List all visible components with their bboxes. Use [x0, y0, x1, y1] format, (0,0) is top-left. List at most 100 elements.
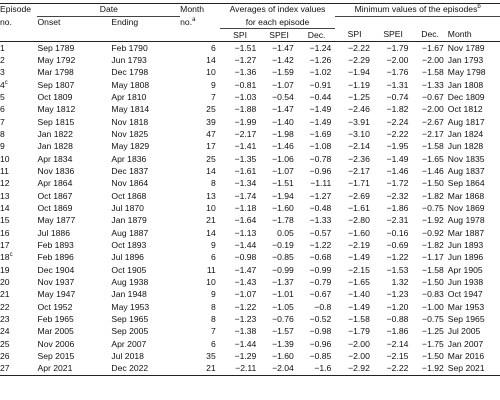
cell-min-dec: −1.92 [422, 215, 444, 226]
cell-avg-dec: −1.11 [310, 178, 332, 189]
cell-min-dec: −0.67 [422, 91, 444, 102]
cell-episode-no: 9 [0, 141, 5, 152]
cell-episode-no: 4c [0, 79, 8, 90]
table-body: 1 Sep 1789 Feb 1790 6 −1.51 −1.47 −1.24 −2.22 −1… [0, 40, 500, 376]
cell-onset: May 1947 [37, 289, 76, 300]
cell-min-spei: −2.31 [386, 215, 409, 226]
header-spacer-left [0, 28, 220, 41]
cell-episode-no: 24 [0, 326, 10, 337]
cell-avg-dec: −0.98 [309, 326, 332, 337]
cell-episode-no: 17 [0, 240, 10, 250]
header-row-2: no. Onset Ending no.a for each episode [0, 16, 500, 29]
cell-min-dec: −1.25 [422, 326, 444, 337]
cell-min-spi: −2.92 [335, 362, 374, 376]
cell-avg-spei: −1.47 [272, 104, 294, 115]
cell-ending: Jan 1948 [111, 289, 147, 300]
cell-episode-no: 22 [0, 301, 10, 312]
cell-min-dec: −1.58 [422, 67, 444, 78]
cell-min-spei: −2.15 [386, 351, 409, 362]
cell-min-dec: −1.82 [422, 240, 444, 250]
cell-avg-spi: −1.41 [234, 141, 257, 152]
cell-onset: Oct 1867 [37, 190, 73, 201]
cell-onset: Oct 1952 [37, 301, 73, 312]
header-episode-no: no. [0, 16, 12, 27]
cell-min-spi: −2.00 [348, 351, 370, 362]
cell-ending: May 1814 [111, 104, 150, 115]
cell-min-dec: −1.92 [412, 362, 448, 376]
cell-min-month: Oct 1947 [447, 289, 483, 300]
table-row: 2 May 1792 Jun 1793 14 −1.27 −1.42 −1.26 −2.29 −… [0, 54, 500, 66]
cell-min-month: Jan 2007 [447, 338, 484, 349]
cell-avg-dec: −0.96 [309, 165, 332, 176]
header-min-month: Month [447, 29, 472, 40]
cell-min-dec: −2.67 [422, 116, 444, 127]
cell-ending: Oct 1905 [111, 264, 147, 275]
table-row: 26 Sep 2015 Jul 2018 35 −1.29 −1.60 −0.85 −2.00… [0, 350, 500, 362]
table-row: 23 Feb 1965 Sep 1965 8 −1.23 −0.76 −0.52 −1.58 −… [0, 313, 500, 325]
cell-onset: Feb 1896 [37, 252, 74, 263]
cell-min-dec: −1.65 [422, 153, 444, 164]
cell-min-dec: −0.75 [422, 314, 444, 325]
cell-avg-dec: −1.26 [309, 54, 332, 65]
cell-avg-dec: −0.79 [309, 277, 332, 288]
cell-episode-no: 16 [0, 227, 10, 238]
header-spei: SPEI [269, 29, 289, 40]
cell-min-month: Mar 1887 [447, 227, 485, 238]
cell-month-count: 17 [206, 141, 216, 152]
cell-month-count: 11 [206, 264, 216, 275]
cell-avg-spi: −1.64 [234, 215, 257, 226]
cell-ending: Aug 1887 [111, 227, 149, 238]
cell-min-spei: −1.86 [386, 326, 409, 337]
cell-episode-no: 8 [0, 128, 5, 139]
cell-month-count: 14 [206, 165, 216, 176]
cell-episode-no: 1 [0, 40, 38, 54]
cell-avg-spei: −1.98 [272, 128, 294, 139]
cell-min-month: Jun 1896 [447, 252, 484, 263]
header-min-spei: SPEI [383, 29, 403, 40]
cell-month-count: 9 [210, 240, 216, 250]
cell-avg-dec: −0.99 [309, 264, 332, 275]
cell-min-spi: −2.00 [348, 338, 370, 349]
cell-month-count: 6 [180, 40, 220, 54]
table-row: 17 Feb 1893 Oct 1893 9 −1.44 −0.19 −1.22 −2.19 −… [0, 239, 500, 251]
cell-min-month: Aug 1837 [447, 165, 485, 176]
cell-episode-no: 2 [0, 54, 5, 65]
cell-min-dec: −0.92 [422, 227, 444, 238]
cell-avg-spei: −1.51 [272, 178, 294, 189]
cell-onset: May 1792 [37, 54, 76, 65]
cell-avg-spi: −1.44 [234, 338, 257, 349]
table-row: 10 Apr 1834 Apr 1836 25 −1.35 −1.06 −0.78 −2.36… [0, 153, 500, 165]
cell-avg-spi: −1.18 [234, 202, 257, 213]
cell-min-month: Jul 2005 [447, 326, 481, 337]
cell-onset: Oct 1809 [37, 91, 73, 102]
cell-min-spei: −0.16 [386, 227, 409, 238]
cell-avg-dec: −1.6 [297, 362, 336, 376]
cell-min-spei: −1.31 [386, 79, 409, 90]
table-row: 19 Dec 1904 Oct 1905 11 −1.47 −0.99 −0.99 −2.15… [0, 264, 500, 276]
cell-onset: Oct 1869 [37, 202, 73, 213]
cell-ending: Jul 2018 [111, 351, 144, 362]
cell-avg-spei: −1.39 [272, 338, 294, 349]
cell-min-spei: −1.76 [386, 67, 409, 78]
cell-avg-dec: −0.67 [309, 289, 332, 300]
cell-avg-spei: −1.37 [272, 277, 294, 288]
cell-episode-no: 25 [0, 338, 10, 349]
table-row: 21 May 1947 Jan 1948 9 −1.07 −1.01 −0.67 −1.40 −… [0, 288, 500, 300]
cell-avg-spi: −1.23 [234, 314, 257, 325]
table-row: 11 Nov 1836 Dec 1837 14 −1.61 −1.07 −0.96 −2.17… [0, 165, 500, 177]
cell-min-spi: −1.19 [348, 79, 370, 90]
cell-month-count: 47 [206, 128, 216, 139]
cell-min-month: Jun 1938 [447, 277, 484, 288]
header-min-dec: Dec. [421, 29, 439, 40]
table-row: 1 Sep 1789 Feb 1790 6 −1.51 −1.47 −1.24 −2.22 −1… [0, 40, 500, 54]
table-row: 7 Sep 1815 Nov 1818 39 −1.99 −1.40 −1.49 −3.91 −… [0, 116, 500, 128]
cell-min-month: Aug 1978 [447, 215, 485, 226]
header-spi: SPI [233, 29, 247, 40]
cell-avg-spi: −1.13 [234, 227, 257, 238]
header-averages-sub: for each episode [219, 16, 336, 29]
cell-min-spi: −1.65 [348, 277, 370, 288]
cell-ending: May 1953 [111, 301, 150, 312]
cell-min-dec: −0.83 [422, 289, 444, 300]
cell-min-dec: −0.75 [422, 202, 444, 213]
cell-min-spei: −1.20 [386, 301, 409, 312]
